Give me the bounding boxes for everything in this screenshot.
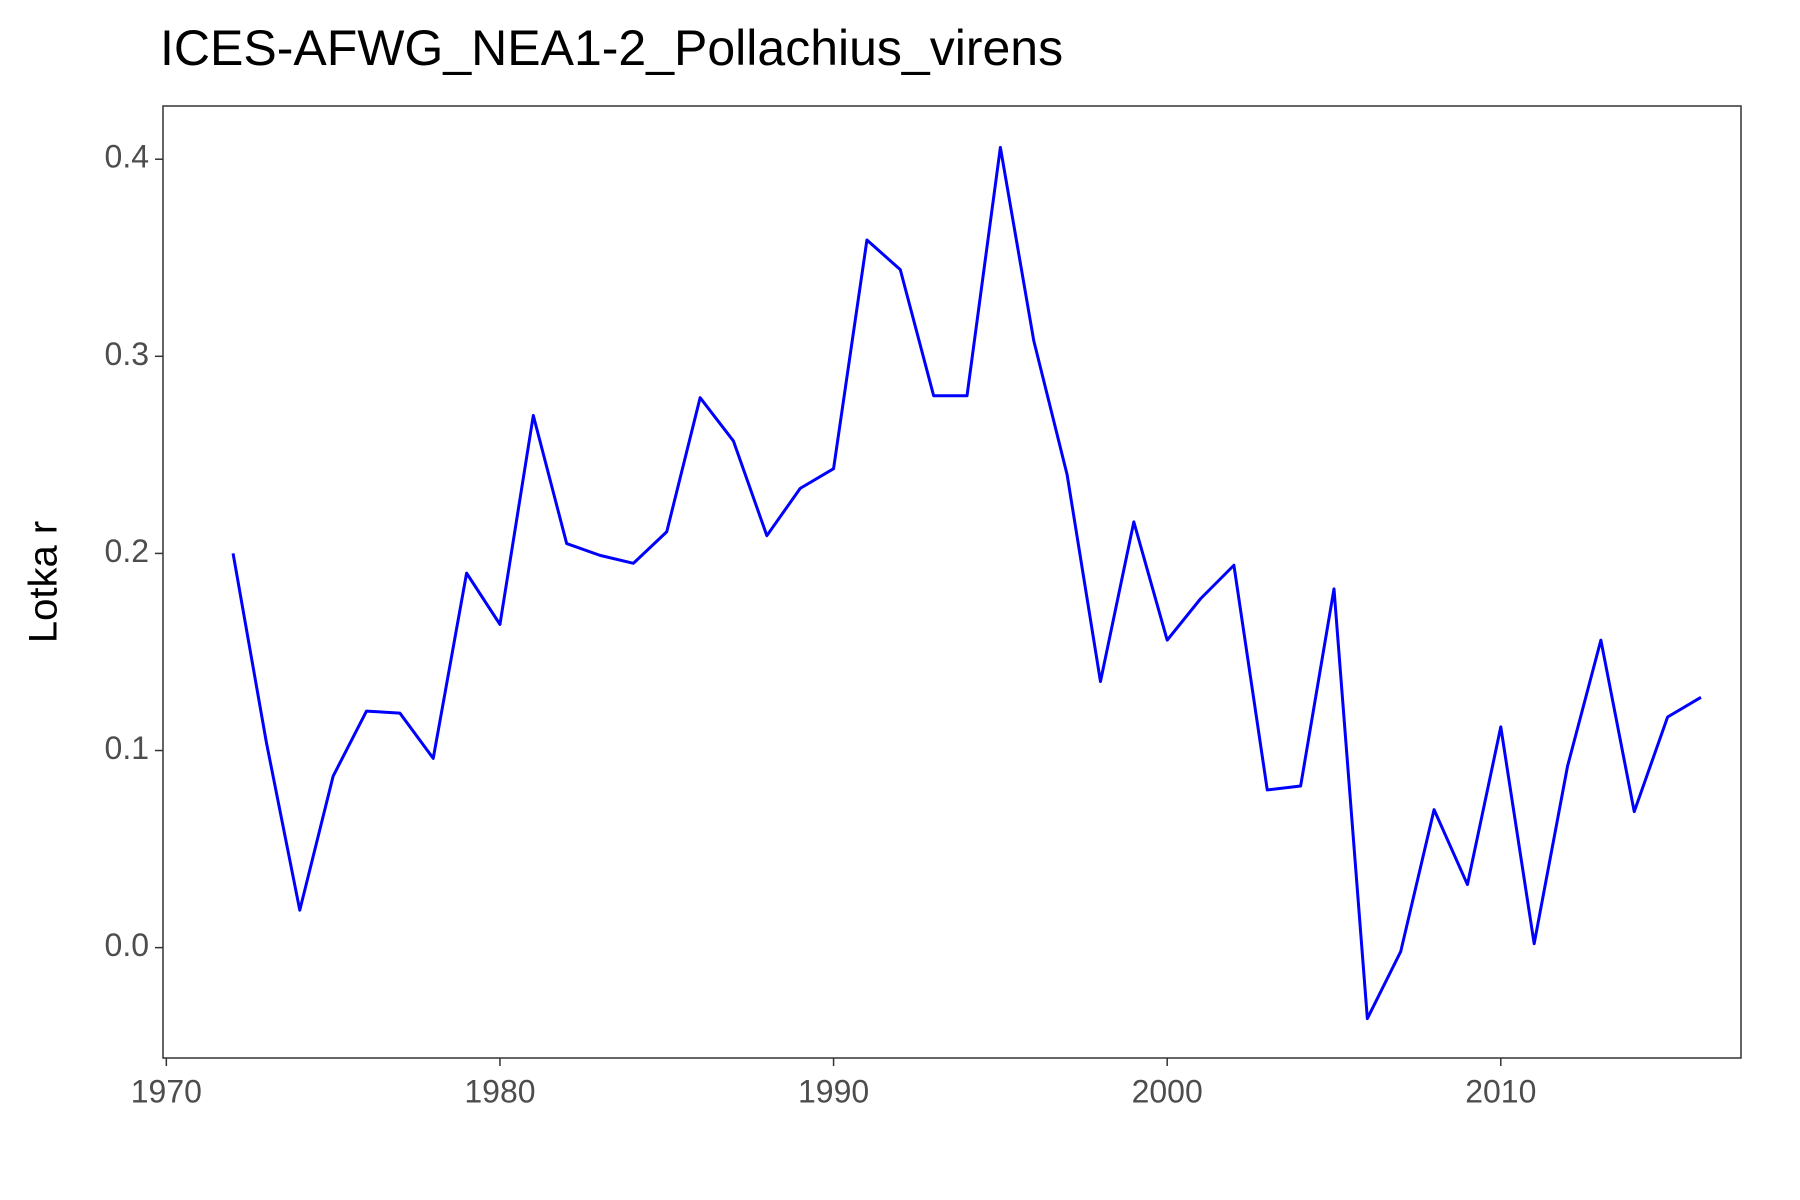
x-tick-label: 1990 xyxy=(798,1073,869,1109)
data-line xyxy=(231,145,1702,1021)
y-axis-label: Lotka r xyxy=(22,521,66,643)
y-tick-label: 0.3 xyxy=(105,336,149,372)
x-tick-label: 2010 xyxy=(1465,1073,1536,1109)
chart-title: ICES-AFWG_NEA1-2_Pollachius_virens xyxy=(160,20,1063,76)
y-tick-label: 0.4 xyxy=(105,139,149,175)
plot-panel xyxy=(162,105,1742,1059)
y-tick-label: 0.2 xyxy=(105,533,149,569)
x-tick-label: 1970 xyxy=(131,1073,202,1109)
y-tick-label: 0.0 xyxy=(105,927,149,963)
x-tick-label: 2000 xyxy=(1132,1073,1203,1109)
x-tick-label: 1980 xyxy=(464,1073,535,1109)
y-tick-label: 0.1 xyxy=(105,730,149,766)
